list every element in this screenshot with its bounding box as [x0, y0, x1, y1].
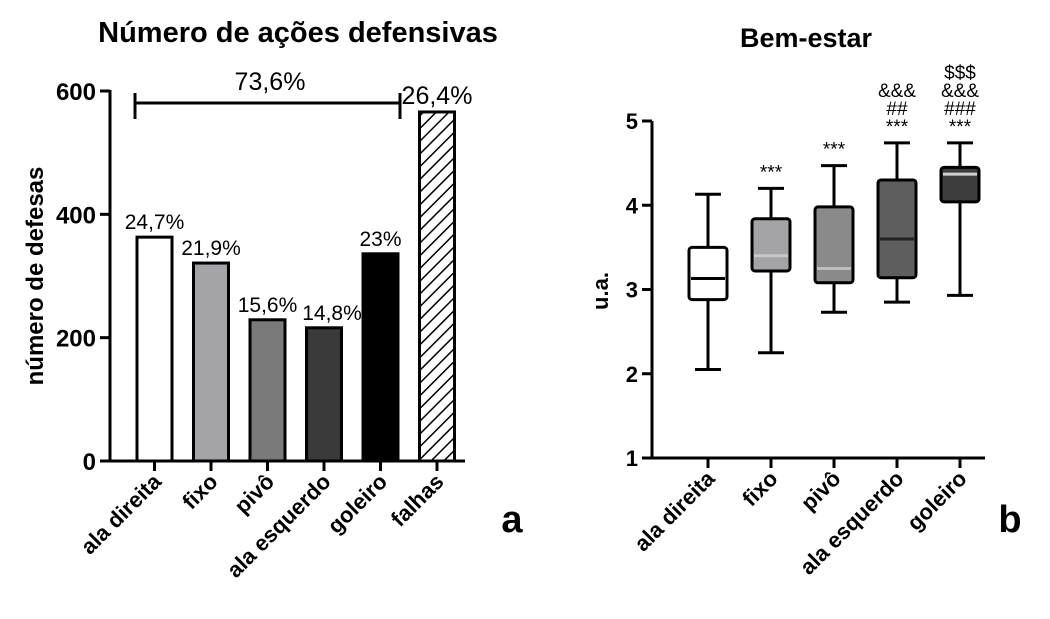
box: [750, 217, 792, 273]
bar: [192, 261, 230, 463]
y-tick-label: 0: [83, 449, 96, 476]
panel-label-a: a: [501, 499, 523, 541]
data-label: 23%: [359, 228, 401, 251]
bar: [418, 110, 456, 463]
data-label: 26,4%: [402, 82, 473, 110]
y-tick-label: 3: [626, 278, 638, 303]
chart-a: Número de ações defensivas número de def…: [22, 17, 523, 583]
chart-a-title: Número de ações defensivas: [98, 17, 498, 49]
x-tick-label: pivô: [796, 466, 846, 516]
x-tick-label: fixo: [737, 466, 782, 511]
y-tick-label: 600: [56, 79, 96, 106]
data-label: 14,8%: [302, 302, 362, 325]
box: [813, 205, 855, 285]
chart-b-ylabel: u.a.: [588, 272, 613, 310]
data-label: 21,9%: [181, 237, 241, 260]
chart-a-bracket: 73,6%: [133, 68, 402, 119]
panel-label-b: b: [998, 499, 1021, 541]
significance-annotation: &&&: [941, 81, 979, 102]
significance-annotation: ###: [944, 99, 976, 120]
x-tick-label: fixo: [177, 469, 222, 514]
y-tick-label: 2: [626, 362, 638, 387]
y-tick-label: 5: [626, 109, 638, 134]
bar: [305, 326, 343, 463]
bracket-label: 73,6%: [235, 68, 306, 96]
chart-a-data-labels: 24,7% 21,9% 15,6% 14,8% 23% 26,4%: [125, 82, 473, 325]
x-tick-label: goleiro: [322, 469, 392, 539]
bar: [248, 318, 287, 463]
significance-annotation: ***: [886, 117, 909, 138]
bar: [135, 235, 174, 463]
bar: [361, 252, 400, 463]
data-label: 24,7%: [125, 211, 185, 234]
y-tick-label: 1: [626, 446, 638, 471]
chart-b-annotations: ******&&&##***$$$&&&###***: [760, 63, 979, 183]
y-tick-label: 200: [56, 326, 96, 353]
chart-b-axes: 1 2 3 4 5: [626, 109, 985, 471]
significance-annotation: &&&: [878, 81, 916, 102]
box: [939, 165, 981, 204]
x-tick-label: ala direita: [629, 465, 720, 556]
x-tick-label: ala direita: [76, 468, 167, 559]
significance-annotation: $$$: [944, 63, 976, 84]
chart-a-ylabel: número de defesas: [22, 167, 49, 386]
box: [876, 178, 918, 280]
data-label: 15,6%: [238, 294, 298, 317]
box: [687, 245, 729, 302]
significance-annotation: ***: [949, 117, 972, 138]
y-tick-label: 4: [626, 193, 639, 218]
x-tick-label: ala esquerdo: [222, 469, 336, 583]
x-tick-label: goleiro: [902, 466, 972, 536]
significance-annotation: ##: [886, 99, 908, 120]
significance-annotation: ***: [760, 162, 783, 183]
chart-b-title: Bem-estar: [740, 23, 873, 53]
chart-a-bars: [135, 110, 456, 463]
x-tick-label: falhas: [386, 469, 449, 532]
significance-annotation: ***: [823, 140, 846, 161]
x-tick-label: pivô: [229, 469, 279, 519]
chart-b-boxes: [687, 141, 981, 372]
y-tick-label: 400: [56, 202, 96, 229]
